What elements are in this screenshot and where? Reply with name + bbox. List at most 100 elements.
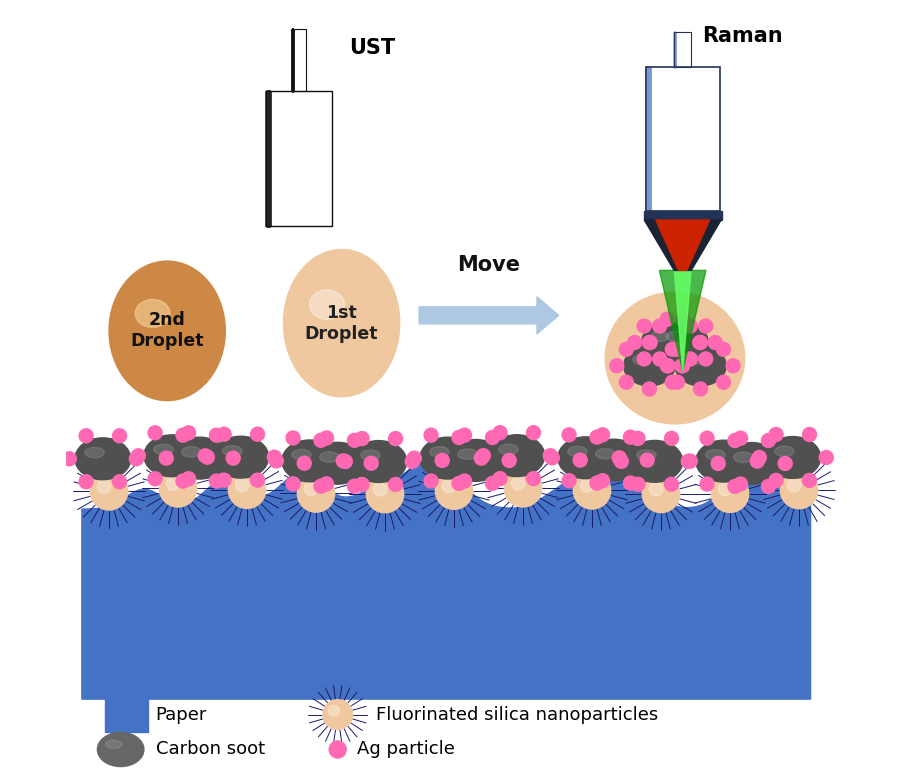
Ellipse shape <box>448 440 504 482</box>
Text: Move: Move <box>458 255 520 275</box>
Circle shape <box>235 478 249 492</box>
Bar <box>644 211 722 220</box>
Circle shape <box>716 375 731 389</box>
Text: Carbon soot: Carbon soot <box>155 741 264 759</box>
Ellipse shape <box>633 355 651 365</box>
Circle shape <box>573 471 611 510</box>
Bar <box>267 90 270 226</box>
Ellipse shape <box>706 450 725 460</box>
Circle shape <box>787 478 801 492</box>
Circle shape <box>314 433 328 447</box>
Circle shape <box>176 428 190 442</box>
Bar <box>267 90 270 226</box>
Circle shape <box>700 477 714 491</box>
Circle shape <box>493 426 507 440</box>
Circle shape <box>474 451 489 465</box>
Circle shape <box>113 475 126 489</box>
Circle shape <box>366 475 404 513</box>
Bar <box>267 90 270 226</box>
Circle shape <box>694 335 707 349</box>
Circle shape <box>435 471 473 510</box>
Ellipse shape <box>310 443 366 484</box>
Ellipse shape <box>657 322 708 363</box>
Circle shape <box>637 319 651 333</box>
Circle shape <box>527 426 540 440</box>
Bar <box>267 90 270 226</box>
Bar <box>647 67 650 211</box>
Circle shape <box>596 474 609 488</box>
Circle shape <box>79 475 93 489</box>
Circle shape <box>675 359 689 373</box>
Bar <box>266 90 269 226</box>
Circle shape <box>666 342 679 356</box>
Circle shape <box>612 450 627 464</box>
Circle shape <box>627 335 642 349</box>
Circle shape <box>624 476 637 490</box>
Circle shape <box>683 352 697 366</box>
Circle shape <box>543 449 558 463</box>
Bar <box>646 67 649 211</box>
Ellipse shape <box>350 440 407 482</box>
Bar <box>647 67 650 211</box>
Circle shape <box>762 479 775 493</box>
Circle shape <box>486 430 499 444</box>
Bar <box>647 67 650 211</box>
Circle shape <box>643 335 657 349</box>
Circle shape <box>718 482 732 496</box>
Circle shape <box>217 473 231 487</box>
Ellipse shape <box>153 444 173 454</box>
Circle shape <box>251 473 264 487</box>
Ellipse shape <box>222 446 242 456</box>
Bar <box>268 90 270 226</box>
Bar <box>646 67 649 211</box>
Circle shape <box>97 480 111 493</box>
Circle shape <box>642 382 656 396</box>
Bar <box>646 67 719 211</box>
Bar <box>266 90 332 226</box>
Circle shape <box>355 478 369 492</box>
Circle shape <box>452 476 466 490</box>
Bar <box>646 67 649 211</box>
Bar <box>646 67 648 211</box>
Circle shape <box>408 451 421 465</box>
Circle shape <box>132 449 145 463</box>
Bar <box>267 90 269 226</box>
Bar <box>266 90 269 226</box>
Polygon shape <box>659 271 706 371</box>
Bar <box>268 90 270 226</box>
Bar <box>646 67 649 211</box>
Circle shape <box>562 474 576 488</box>
Circle shape <box>631 431 645 445</box>
Circle shape <box>297 474 335 513</box>
Polygon shape <box>656 220 709 271</box>
Circle shape <box>728 433 742 447</box>
Ellipse shape <box>627 440 683 482</box>
Ellipse shape <box>75 438 131 480</box>
Bar <box>267 90 270 226</box>
Circle shape <box>684 454 697 468</box>
Bar <box>267 90 270 226</box>
Ellipse shape <box>458 449 477 459</box>
Text: 1st
Droplet: 1st Droplet <box>305 303 379 342</box>
Bar <box>268 90 270 226</box>
Circle shape <box>348 479 361 493</box>
Circle shape <box>79 429 93 443</box>
Circle shape <box>665 431 678 445</box>
Bar <box>647 67 650 211</box>
Bar <box>647 67 650 211</box>
Bar <box>267 90 270 226</box>
Circle shape <box>665 478 678 491</box>
Circle shape <box>330 741 346 758</box>
Bar <box>646 67 649 211</box>
Ellipse shape <box>281 440 338 482</box>
Circle shape <box>615 454 628 468</box>
Bar <box>646 67 648 211</box>
Bar <box>267 90 270 226</box>
Circle shape <box>159 451 173 465</box>
Circle shape <box>339 454 352 468</box>
Circle shape <box>580 478 594 492</box>
Bar <box>267 90 270 226</box>
Ellipse shape <box>419 437 476 479</box>
Circle shape <box>355 432 369 446</box>
Circle shape <box>726 359 740 373</box>
